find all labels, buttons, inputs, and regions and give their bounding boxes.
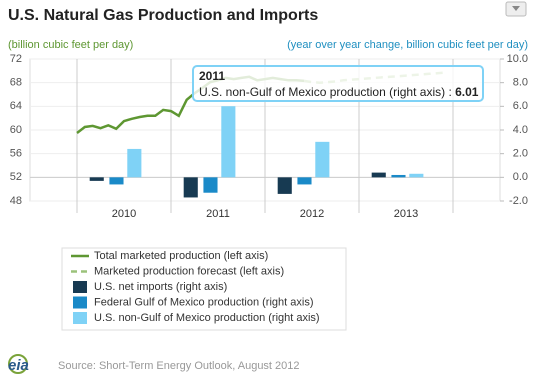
bar	[203, 177, 218, 193]
bar	[371, 172, 386, 178]
y2-tick-label: 4.0	[513, 124, 528, 136]
y-tick-label: 68	[10, 77, 22, 89]
legend-label: Marketed production forecast (left axis)	[94, 265, 284, 277]
y-tick-label: 60	[10, 124, 22, 136]
download-icon[interactable]	[505, 1, 527, 17]
chart-title: U.S. Natural Gas Production and Imports	[8, 7, 318, 24]
tooltip-text: U.S. non-Gulf of Mexico production (righ…	[199, 85, 479, 99]
y-axis-label: (billion cubic feet per day)	[8, 39, 133, 51]
legend-swatch	[73, 281, 87, 293]
tooltip-sep: :	[445, 85, 455, 99]
logo: eia	[8, 354, 29, 374]
legend-swatch	[73, 312, 87, 324]
y2-tick-label: 10.0	[507, 53, 528, 65]
bar	[89, 177, 104, 181]
bar	[183, 177, 198, 198]
legend-label: Federal Gulf of Mexico production (right…	[94, 296, 313, 308]
x-tick-label: 2010	[112, 208, 136, 220]
x-tick-label: 2011	[206, 208, 230, 220]
bar	[221, 106, 236, 178]
bar	[409, 173, 424, 178]
y2-tick-label: 6.0	[513, 100, 528, 112]
legend-label: U.S. non-Gulf of Mexico production (righ…	[94, 312, 320, 324]
bar	[315, 141, 330, 178]
tooltip-value: 6.01	[455, 85, 479, 99]
x-tick-label: 2012	[300, 208, 324, 220]
legend-label: Total marketed production (left axis)	[94, 250, 268, 262]
y2-tick-label: 2.0	[513, 148, 528, 160]
bar	[109, 177, 124, 185]
legend-box	[61, 247, 347, 331]
bar	[391, 174, 406, 178]
y-tick-label: 48	[10, 195, 22, 207]
legend-label: U.S. net imports (right axis)	[94, 281, 227, 293]
logo-ring	[8, 354, 28, 374]
y-tick-label: 52	[10, 171, 22, 183]
tooltip: 2011 U.S. non-Gulf of Mexico production …	[192, 65, 484, 102]
y2-axis-label: (year over year change, billion cubic fe…	[287, 39, 528, 51]
logo-text: eia	[8, 357, 29, 374]
tooltip-label: U.S. non-Gulf of Mexico production (righ…	[199, 85, 445, 99]
y-tick-label: 56	[10, 148, 22, 160]
legend: Total marketed production (left axis) Mar…	[71, 250, 320, 324]
bar	[127, 148, 142, 178]
y2-tick-label: 0.0	[513, 171, 528, 183]
y-tick-label: 64	[10, 100, 22, 112]
tooltip-box	[192, 65, 484, 102]
tooltip-title: 2011	[199, 69, 225, 83]
y2-tick-label: -2.0	[509, 195, 528, 207]
y2-tick-label: 8.0	[513, 77, 528, 89]
legend-swatch	[73, 296, 87, 309]
source: Source: Short-Term Energy Outlook, Augus…	[58, 360, 300, 372]
bar	[297, 177, 312, 185]
x-tick-label: 2013	[394, 208, 418, 220]
bar	[277, 177, 292, 194]
download-arrow[interactable]	[512, 6, 520, 11]
y-tick-label: 72	[10, 53, 22, 65]
